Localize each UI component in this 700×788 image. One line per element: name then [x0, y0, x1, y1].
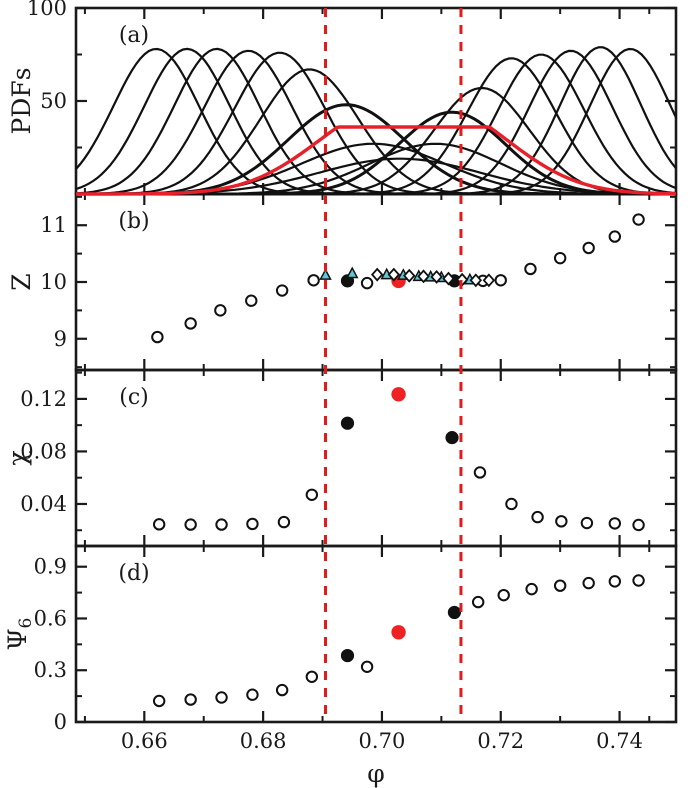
- data-point-open-circle: [246, 688, 259, 701]
- data-point-open-circle: [307, 274, 320, 287]
- data-point-open-circle: [608, 230, 622, 243]
- data-point-open-circle: [608, 517, 622, 530]
- y-tick-label: 0.04: [20, 492, 67, 516]
- data-point-red-circle: [391, 625, 406, 640]
- y-tick-label: 0.3: [34, 658, 67, 682]
- data-point-open-circle: [497, 588, 510, 602]
- data-point-open-circle: [305, 670, 319, 683]
- data-point-open-circle: [152, 518, 166, 531]
- data-point-diamond: [482, 273, 496, 288]
- y-tick-label: 10: [40, 270, 67, 294]
- data-point-open-circle: [275, 284, 289, 297]
- y-axis-label-d: Ψ6: [3, 618, 36, 651]
- panel-label-c: (c): [119, 385, 149, 410]
- x-tick-label: 0.68: [240, 729, 287, 753]
- data-point-open-circle: [277, 515, 291, 529]
- x-tick-label: 0.72: [477, 729, 524, 753]
- y-tick-label: 0.9: [34, 555, 67, 579]
- y-axis-label-a: PDFs: [7, 67, 36, 134]
- data-point-open-circle: [531, 510, 544, 524]
- data-point-open-circle: [553, 251, 567, 265]
- data-point-open-circle: [555, 515, 568, 528]
- x-axis-label: φ: [367, 759, 385, 788]
- pdf-curve: [75, 47, 676, 196]
- data-point-open-circle: [151, 330, 164, 344]
- data-point-open-circle: [473, 466, 487, 479]
- data-point-open-circle: [152, 694, 166, 708]
- data-point-diamond: [387, 267, 401, 282]
- data-point-open-circle: [215, 691, 228, 704]
- data-point-diamond: [370, 267, 384, 282]
- data-point-diamond: [403, 268, 416, 283]
- x-tick-label: 0.66: [121, 729, 168, 753]
- y-tick-label: 11: [40, 213, 67, 237]
- data-point-triangle: [319, 268, 332, 280]
- y-tick-label: 50: [40, 89, 67, 113]
- data-point-open-circle: [245, 294, 258, 307]
- data-point-filled-circle: [340, 648, 355, 663]
- data-point-open-circle: [184, 317, 197, 330]
- data-point-open-circle: [505, 497, 518, 511]
- data-point-diamond: [469, 273, 483, 288]
- data-point-open-circle: [360, 276, 374, 290]
- panel-label-d: (d): [118, 561, 149, 586]
- panel-label-a: (a): [119, 23, 149, 48]
- data-point-red-circle: [391, 387, 406, 402]
- pdf-curve: [76, 68, 676, 196]
- data-point-open-circle: [471, 595, 485, 609]
- data-point-open-circle: [214, 304, 227, 317]
- data-point-filled-circle: [445, 431, 459, 445]
- data-point-open-circle: [184, 693, 197, 706]
- panel-label-b: (b): [118, 209, 149, 234]
- y-tick-label: 0.6: [34, 606, 67, 630]
- y-tick-label: 0: [54, 710, 67, 734]
- data-point-open-circle: [184, 518, 197, 531]
- data-point-open-circle: [246, 517, 259, 531]
- data-point-open-circle: [632, 213, 645, 226]
- data-point-open-circle: [553, 579, 567, 592]
- y-tick-label: 0.12: [20, 387, 67, 411]
- data-point-open-circle: [305, 488, 319, 501]
- y-tick-label: 0.08: [20, 439, 67, 463]
- data-point-filled-circle: [340, 416, 355, 430]
- data-point-diamond: [430, 269, 443, 284]
- data-point-open-circle: [524, 262, 537, 276]
- y-axis-label-b: Z: [7, 273, 36, 290]
- data-point-open-circle: [494, 274, 507, 287]
- data-point-open-circle: [608, 575, 622, 588]
- data-point-open-circle: [525, 582, 538, 596]
- panel-frame-d: [74, 544, 678, 724]
- data-point-open-circle: [360, 660, 374, 673]
- pdf-curve-highlight: [76, 125, 677, 196]
- data-point-open-circle: [582, 241, 595, 255]
- y-axis-label-c: χ: [3, 450, 32, 465]
- panel-frame-a: [74, 6, 678, 196]
- data-point-open-circle: [215, 518, 228, 531]
- y-tick-label: 9: [54, 327, 67, 351]
- x-tick-label: 0.70: [359, 729, 406, 753]
- x-tick-label: 0.74: [596, 729, 643, 753]
- data-point-open-circle: [275, 683, 289, 697]
- data-point-open-circle: [580, 516, 594, 530]
- data-point-diamond: [417, 269, 430, 284]
- data-point-filled-circle: [447, 605, 462, 620]
- y-tick-label: 100: [27, 0, 67, 20]
- data-point-triangle: [345, 266, 359, 279]
- panel-frame-b: [74, 192, 678, 372]
- data-point-diamond: [442, 271, 455, 286]
- data-point-open-circle: [582, 576, 595, 590]
- data-point-open-circle: [632, 574, 645, 587]
- data-point-open-circle: [632, 518, 645, 532]
